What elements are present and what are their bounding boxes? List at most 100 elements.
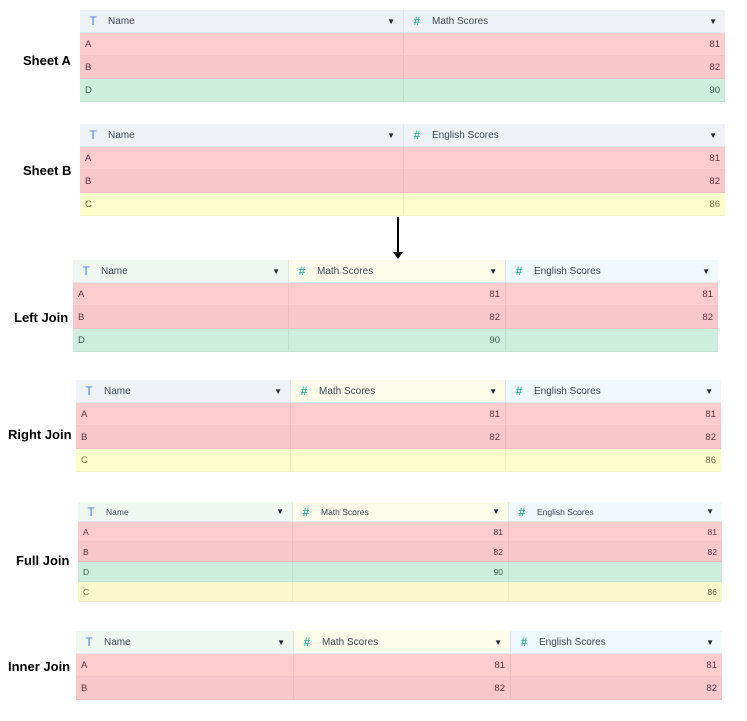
name-cell[interactable]: A <box>76 654 294 676</box>
column-header-math-scores[interactable]: # Math Scores ▼ <box>291 380 506 402</box>
english-score-cell[interactable] <box>509 562 722 581</box>
math-score-cell[interactable]: 81 <box>294 654 511 676</box>
math-score-cell[interactable]: 82 <box>291 426 506 448</box>
number-type-icon: # <box>303 635 311 649</box>
english-score-cell[interactable]: 81 <box>705 408 716 420</box>
right-join-table: T Name ▼ # Math Scores ▼ # English Score… <box>76 380 721 472</box>
dropdown-caret-icon[interactable]: ▼ <box>702 266 710 276</box>
dropdown-caret-icon[interactable]: ▼ <box>492 507 500 516</box>
dropdown-caret-icon[interactable]: ▼ <box>494 637 502 647</box>
math-score-cell[interactable] <box>291 449 506 471</box>
math-score-cell[interactable]: 90 <box>709 84 720 96</box>
column-header-math-scores[interactable]: # Math Scores ▼ <box>293 502 509 521</box>
column-title: English Scores <box>534 265 601 277</box>
table-row: C 86 <box>80 193 725 216</box>
dropdown-caret-icon[interactable]: ▼ <box>489 266 497 276</box>
math-score-cell[interactable]: 82 <box>294 677 511 699</box>
text-type-icon: T <box>85 635 93 649</box>
name-cell[interactable]: B <box>80 56 404 78</box>
column-header-name[interactable]: T Name ▼ <box>80 10 404 32</box>
math-score-cell[interactable]: 90 <box>293 562 509 581</box>
name-cell[interactable]: A <box>78 522 293 541</box>
math-score-cell[interactable]: 81 <box>289 283 506 305</box>
english-score-cell[interactable]: 82 <box>709 175 720 187</box>
english-score-cell[interactable]: 82 <box>702 311 713 323</box>
name-cell[interactable]: B <box>80 170 404 192</box>
dropdown-caret-icon[interactable]: ▼ <box>276 507 284 516</box>
name-cell[interactable]: A <box>80 33 404 55</box>
dropdown-caret-icon[interactable]: ▼ <box>277 637 285 647</box>
column-header-math-scores[interactable]: # Math Scores ▼ <box>294 631 511 653</box>
column-header-english-scores[interactable]: # English Scores ▼ <box>506 260 718 282</box>
inner-join-label: Inner Join <box>8 659 71 674</box>
column-header-english-scores[interactable]: # English Scores ▼ <box>511 631 722 653</box>
column-header-name[interactable]: T Name ▼ <box>73 260 289 282</box>
english-score-cell[interactable]: 86 <box>709 198 720 210</box>
name-cell[interactable]: B <box>78 542 293 561</box>
name-cell[interactable]: C <box>76 449 291 471</box>
column-header-english-scores[interactable]: # English Scores ▼ <box>506 380 721 402</box>
column-header-math-scores[interactable]: # Math Scores ▼ <box>289 260 506 282</box>
english-score-cell[interactable]: 81 <box>707 526 717 537</box>
column-title: Name <box>104 636 131 648</box>
english-score-cell[interactable]: 82 <box>706 682 717 694</box>
english-score-cell[interactable]: 81 <box>706 659 717 671</box>
math-score-cell[interactable]: 81 <box>709 38 720 50</box>
name-cell[interactable]: B <box>76 426 291 448</box>
dropdown-caret-icon[interactable]: ▼ <box>706 637 714 647</box>
math-score-cell[interactable] <box>293 582 509 601</box>
english-score-cell[interactable]: 82 <box>705 431 716 443</box>
english-score-cell[interactable] <box>506 329 718 351</box>
name-cell[interactable]: C <box>80 193 404 215</box>
table-row: A 81 81 <box>78 522 722 542</box>
column-header-english-scores[interactable]: # English Scores ▼ <box>404 124 725 146</box>
math-score-cell[interactable]: 82 <box>293 542 509 561</box>
math-score-cell[interactable]: 82 <box>709 61 720 73</box>
column-title: English Scores <box>432 129 499 141</box>
name-cell[interactable]: B <box>76 677 294 699</box>
column-header-math-scores[interactable]: # Math Scores ▼ <box>404 10 725 32</box>
dropdown-caret-icon[interactable]: ▼ <box>489 386 497 396</box>
math-score-cell[interactable]: 82 <box>289 306 506 328</box>
english-score-cell[interactable]: 81 <box>702 288 713 300</box>
table-header: T Name ▼ # Math Scores ▼ <box>80 10 725 33</box>
table-header: T Name ▼ # Math Scores ▼ # English Score… <box>73 260 718 283</box>
table-row: B 82 82 <box>78 542 722 562</box>
table-row: A 81 81 <box>76 654 722 677</box>
math-score-cell[interactable]: 90 <box>289 329 506 351</box>
name-cell[interactable]: A <box>73 283 289 305</box>
column-title: Name <box>108 129 135 141</box>
dropdown-caret-icon[interactable]: ▼ <box>709 130 717 140</box>
left-join-table: T Name ▼ # Math Scores ▼ # English Score… <box>73 260 718 352</box>
column-header-name[interactable]: T Name ▼ <box>78 502 293 521</box>
inner-join-table: T Name ▼ # Math Scores ▼ # English Score… <box>76 631 722 700</box>
number-type-icon: # <box>298 264 306 278</box>
name-cell[interactable]: D <box>80 79 404 101</box>
name-cell[interactable]: D <box>78 562 293 581</box>
english-score-cell[interactable]: 81 <box>709 152 720 164</box>
english-score-cell[interactable]: 82 <box>707 546 717 557</box>
dropdown-caret-icon[interactable]: ▼ <box>272 266 280 276</box>
dropdown-caret-icon[interactable]: ▼ <box>709 16 717 26</box>
table-row: B 82 82 <box>76 677 722 700</box>
dropdown-caret-icon[interactable]: ▼ <box>705 386 713 396</box>
dropdown-caret-icon[interactable]: ▼ <box>387 130 395 140</box>
name-cell[interactable]: D <box>73 329 289 351</box>
column-header-name[interactable]: T Name ▼ <box>76 380 291 402</box>
column-header-name[interactable]: T Name ▼ <box>76 631 294 653</box>
name-cell[interactable]: B <box>73 306 289 328</box>
math-score-cell[interactable]: 81 <box>291 403 506 425</box>
name-cell[interactable]: C <box>78 582 293 601</box>
dropdown-caret-icon[interactable]: ▼ <box>706 507 714 516</box>
column-header-name[interactable]: T Name ▼ <box>80 124 404 146</box>
english-score-cell[interactable]: 86 <box>707 586 717 597</box>
number-type-icon: # <box>515 264 523 278</box>
name-cell[interactable]: A <box>80 147 404 169</box>
english-score-cell[interactable]: 86 <box>705 454 716 466</box>
column-title: Math Scores <box>321 506 369 517</box>
dropdown-caret-icon[interactable]: ▼ <box>387 16 395 26</box>
math-score-cell[interactable]: 81 <box>293 522 509 541</box>
name-cell[interactable]: A <box>76 403 291 425</box>
column-header-english-scores[interactable]: # English Scores ▼ <box>509 502 722 521</box>
dropdown-caret-icon[interactable]: ▼ <box>274 386 282 396</box>
